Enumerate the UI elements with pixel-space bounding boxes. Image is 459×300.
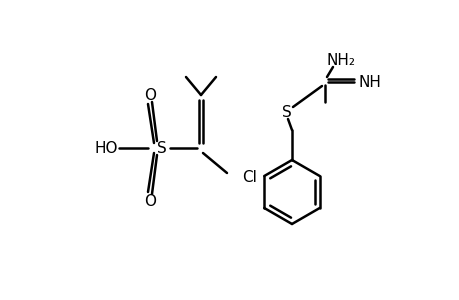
Text: O: O (144, 194, 156, 208)
Text: S: S (281, 104, 291, 119)
Text: NH₂: NH₂ (326, 52, 355, 68)
Text: S: S (157, 140, 167, 155)
Text: NH: NH (358, 74, 381, 89)
Text: Cl: Cl (241, 170, 256, 185)
Text: HO: HO (94, 140, 118, 155)
Text: O: O (144, 88, 156, 103)
